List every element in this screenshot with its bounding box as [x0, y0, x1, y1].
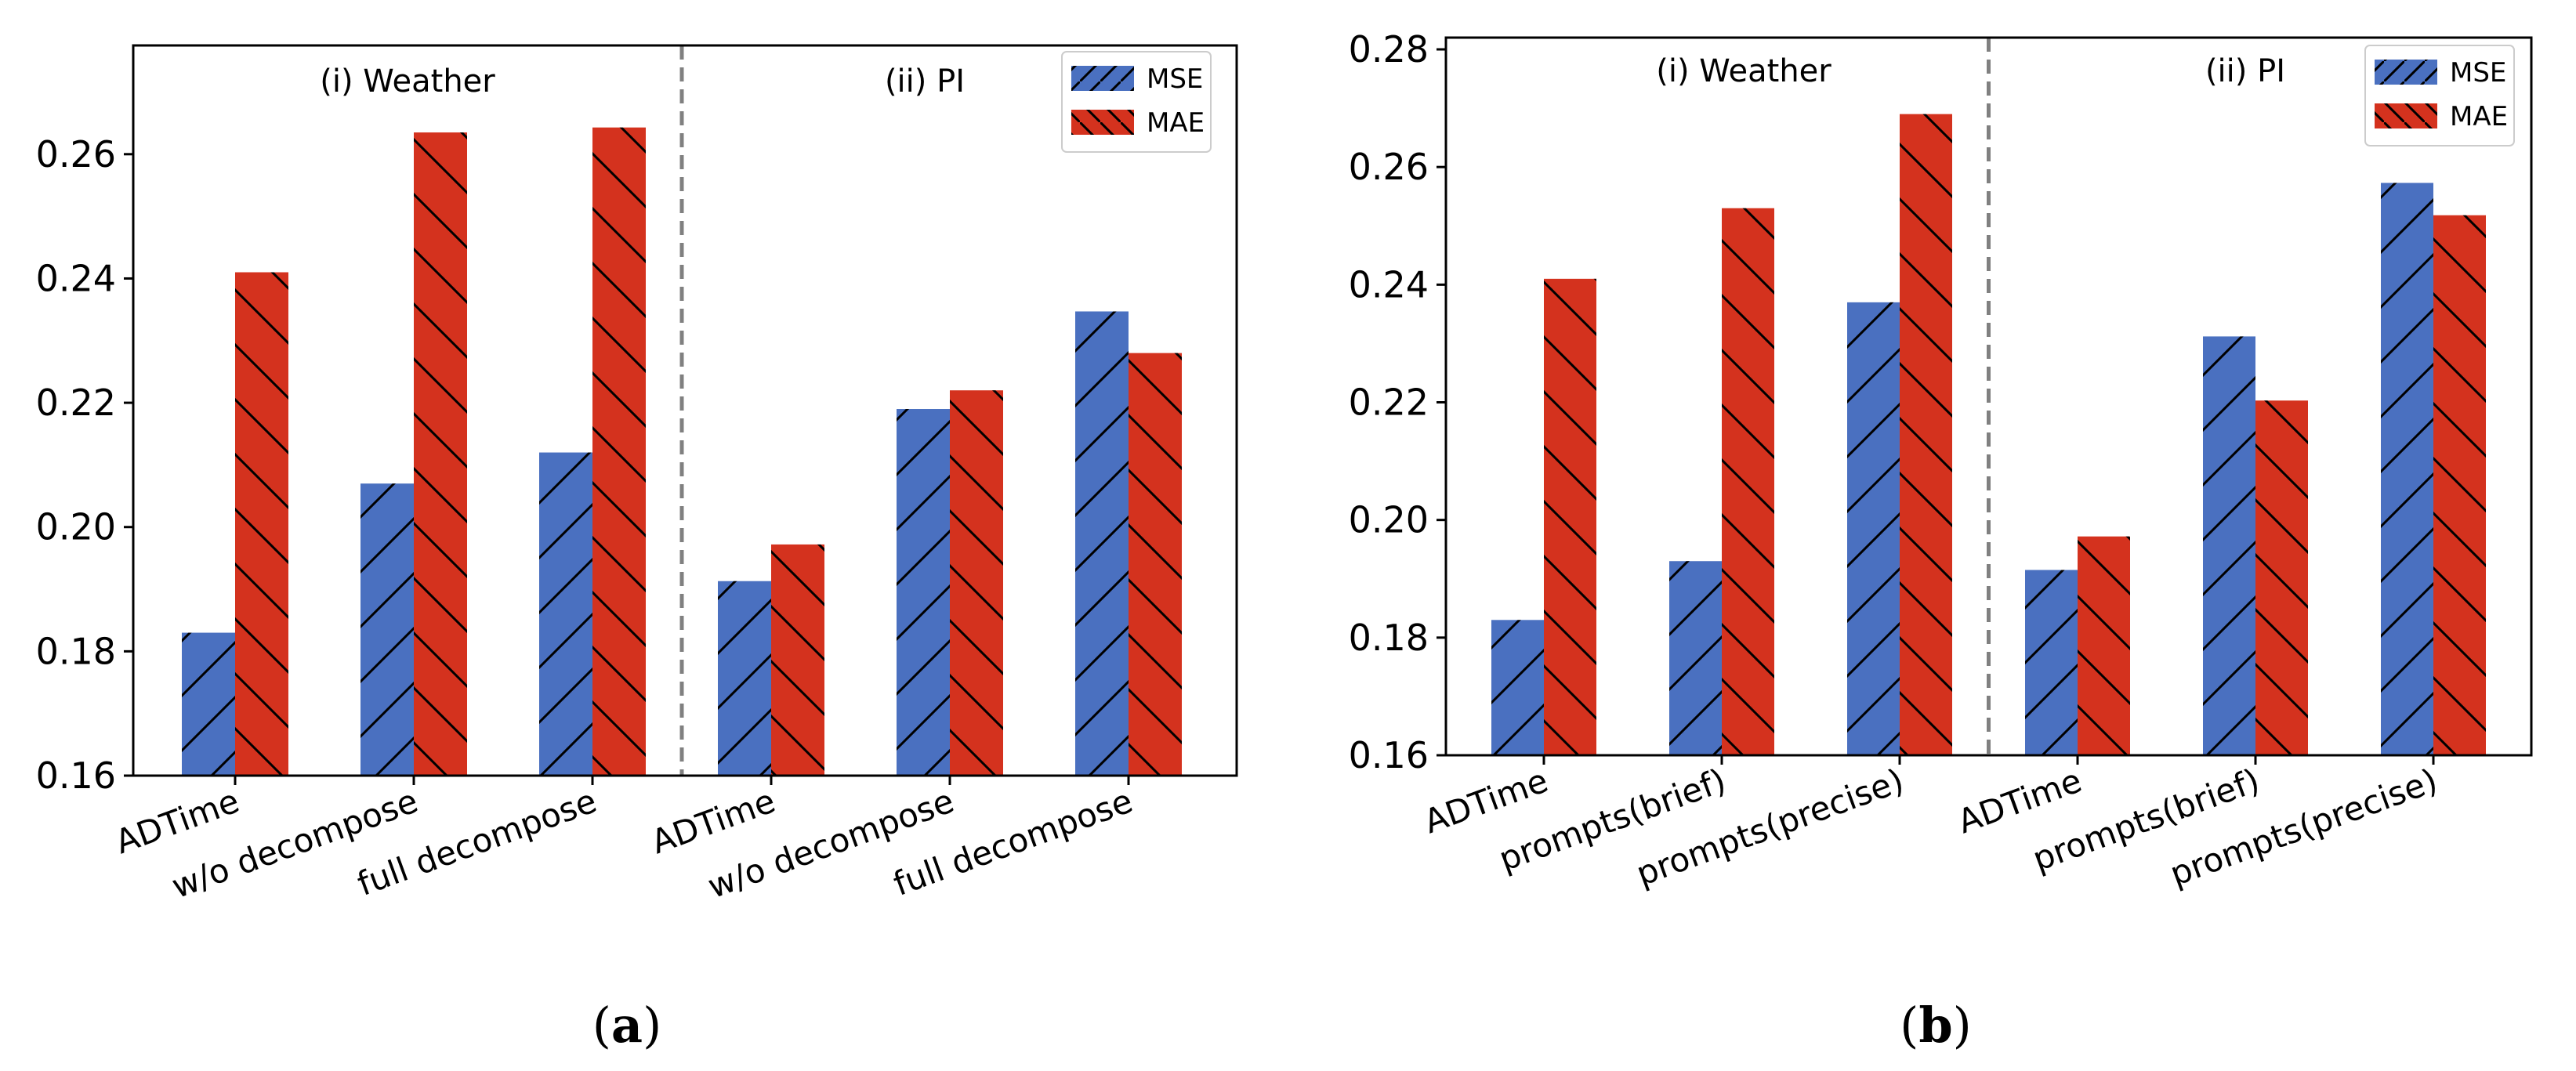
legend: MSE MAE [1061, 51, 1212, 153]
bar-mse-3-hatch [539, 452, 592, 776]
y-tick-label: 0.18 [1349, 617, 1429, 659]
figure-caption: (b) [1900, 997, 1972, 1054]
bar-mae-5-hatch [950, 390, 1003, 776]
y-tick-label: 0.24 [36, 257, 116, 299]
y-tick-label: 0.26 [1349, 146, 1429, 188]
bar-mae-3-hatch [592, 127, 646, 776]
bar-mse-6-hatch [2381, 183, 2433, 755]
y-tick-label: 0.22 [1349, 382, 1429, 424]
group-label: (ii) PI [885, 63, 965, 100]
bar-mse-1-hatch [1491, 620, 1544, 755]
bar-mae-6-hatch [2433, 215, 2486, 755]
axes-frame [132, 44, 1238, 777]
legend-swatch-hatch [1071, 66, 1134, 91]
bar-mse-1-hatch [182, 632, 235, 776]
bar-mse-4-hatch [718, 581, 771, 776]
group-label: (ii) PI [2205, 53, 2285, 89]
bar-mse-5-hatch [2203, 336, 2255, 755]
legend-label-mse: MSE [1147, 63, 1203, 95]
bar-mae-4-hatch [2078, 536, 2130, 755]
y-tick-label: 0.22 [36, 382, 116, 424]
y-tick-label: 0.20 [1349, 499, 1429, 541]
bar-mae-1-hatch [1544, 278, 1596, 755]
bar-mae-4-hatch [771, 544, 824, 776]
y-tick-label: 0.26 [36, 133, 116, 175]
axes-frame [1444, 36, 2533, 757]
bar-mse-4-hatch [2025, 570, 2078, 755]
legend-swatch-hatch [2375, 60, 2437, 85]
bar-mse-3-hatch [1847, 302, 1900, 755]
bar-mse-2-hatch [360, 483, 414, 776]
bar-mse-6-hatch [1075, 311, 1129, 776]
legend: MSE MAE [2364, 45, 2515, 147]
bar-mae-2-hatch [414, 132, 467, 776]
figure-caption: (a) [592, 997, 662, 1054]
y-tick-label: 0.20 [36, 506, 116, 548]
bar-mae-2-hatch [1722, 208, 1774, 756]
legend-swatch-hatch [2375, 103, 2437, 128]
y-tick-label: 0.18 [36, 630, 116, 672]
bar-mae-3-hatch [1900, 114, 1952, 755]
bar-mae-6-hatch [1129, 353, 1182, 776]
legend-swatch-hatch [1071, 110, 1134, 135]
y-tick-label: 0.28 [1349, 28, 1429, 71]
group-label: (i) Weather [1656, 53, 1831, 89]
legend-label-mae: MAE [2450, 101, 2508, 132]
legend-label-mae: MAE [1147, 107, 1205, 139]
chart-panel-b: 0.160.180.200.220.240.260.28ADTimeprompt… [1349, 28, 2533, 1054]
bar-mse-5-hatch [897, 409, 950, 776]
legend-label-mse: MSE [2450, 57, 2506, 89]
y-tick-label: 0.16 [1349, 734, 1429, 776]
y-tick-label: 0.16 [36, 754, 116, 797]
y-tick-label: 0.24 [1349, 263, 1429, 306]
group-label: (i) Weather [320, 63, 495, 100]
bar-mae-1-hatch [235, 272, 288, 776]
bar-mae-5-hatch [2255, 400, 2308, 755]
bar-mse-2-hatch [1669, 561, 1722, 755]
